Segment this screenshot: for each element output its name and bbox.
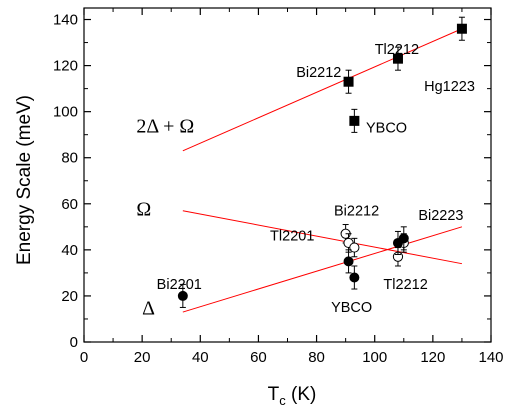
y-tick-label: 140: [53, 12, 78, 29]
plot-frame: [83, 7, 492, 343]
tick-marks: [83, 8, 492, 343]
delta-point-0: [177, 283, 188, 308]
x-tick-label: 0: [80, 349, 88, 366]
fit-line-fit_two_delta_plus_omega: [182, 28, 463, 152]
x-axis-title-subscript: c: [279, 393, 286, 405]
two_delta_plus_omega-point-3: [456, 16, 467, 41]
y-axis-title: Energy Scale (meV): [14, 95, 35, 265]
greek-label-omega: Ω: [136, 198, 151, 220]
data-points: [177, 16, 467, 308]
x-tick-label: 80: [308, 349, 325, 366]
delta-point-2: [349, 265, 360, 290]
y-tick-label: 0: [70, 334, 78, 351]
filled-circle-marker: [349, 272, 360, 283]
fit-line-fit_delta: [182, 226, 463, 313]
fit-line-fit_omega: [182, 210, 463, 265]
two_delta_plus_omega-point-0: [343, 69, 354, 94]
label-ybco-top: YBCO: [366, 120, 407, 136]
two_delta_plus_omega-point-2: [392, 46, 403, 71]
x-tick-label: 60: [250, 349, 267, 366]
y-tick-label: 40: [61, 242, 78, 259]
y-tick-label: 60: [61, 196, 78, 213]
filled-circle-marker: [398, 233, 409, 244]
square-marker: [343, 76, 354, 87]
label-tl2201: Tl2201: [270, 229, 314, 245]
x-tick-label: 140: [478, 349, 503, 366]
filled-circle-marker: [343, 256, 354, 267]
label-ybco-bottom: YBCO: [331, 300, 372, 316]
square-marker: [349, 115, 360, 126]
label-bi2212-top: Bi2212: [296, 65, 341, 81]
x-axis-title: Tc (K): [268, 384, 317, 405]
axes: [83, 7, 492, 343]
square-marker: [392, 53, 403, 64]
greek-label-delta: Δ: [142, 297, 155, 319]
two_delta_plus_omega-point-1: [349, 108, 360, 133]
y-tick-label: 120: [53, 58, 78, 75]
annotations: Bi2212 Tl2212 Hg1223 YBCO Bi2212 Bi2223 Tl2201…: [136, 42, 475, 319]
greek-label-two-delta-plus-omega: 2Δ + Ω: [136, 115, 194, 137]
fit-lines: [182, 28, 463, 313]
label-hg1223: Hg1223: [424, 79, 475, 95]
x-tick-label: 100: [362, 349, 387, 366]
filled-circle-marker: [177, 290, 188, 301]
omega-point-2: [349, 237, 360, 258]
x-axis-title-main: T: [268, 384, 280, 405]
label-bi2201: Bi2201: [157, 277, 202, 293]
x-tick-label: 40: [192, 349, 209, 366]
y-tick-label: 100: [53, 104, 78, 121]
label-tl2212-bottom: Tl2212: [383, 277, 427, 293]
y-tick-label: 20: [61, 288, 78, 305]
delta-point-4: [398, 226, 409, 251]
label-bi2212-mid: Bi2212: [334, 203, 379, 219]
x-axis-title-unit: (K): [286, 384, 317, 405]
y-tick-label: 80: [61, 150, 78, 167]
x-tick-label: 20: [134, 349, 151, 366]
label-bi2223: Bi2223: [418, 208, 463, 224]
delta-point-1: [343, 249, 354, 274]
open-circle-marker: [349, 242, 360, 253]
tick-labels: 0 20 40 60 80 100 120 140 0 20 40 60 80 100 120 140: [53, 12, 504, 366]
x-tick-label: 120: [420, 349, 445, 366]
label-tl2212-top: Tl2212: [375, 42, 419, 58]
square-marker: [456, 23, 467, 34]
